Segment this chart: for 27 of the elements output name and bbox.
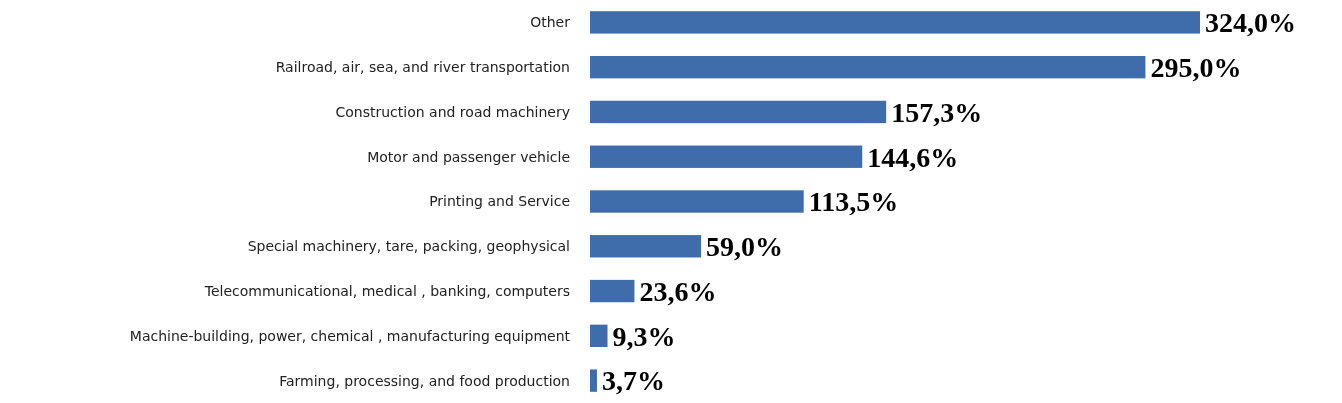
y-tick-label: Special machinery, tare, packing, geophysical — [247, 238, 570, 255]
y-tick-label: Machine-building, power, chemical , manufacturing equipment — [129, 327, 571, 344]
y-tick-label: Farming, processing, and food production — [279, 372, 570, 389]
bar — [590, 145, 863, 168]
data-label: 157,3% — [891, 96, 983, 128]
bar — [590, 190, 804, 213]
data-label: 9,3% — [612, 320, 676, 352]
data-label: 144,6% — [867, 141, 959, 173]
data-label: 23,6% — [639, 275, 717, 307]
data-label: 324,0% — [1205, 7, 1296, 39]
y-tick-label: Telecommunicational, medical , banking, computers — [203, 282, 570, 299]
bar — [590, 369, 597, 392]
bar — [590, 55, 1146, 79]
y-tick-label: Railroad, air, sea, and river transportation — [275, 59, 570, 76]
bar — [590, 235, 702, 258]
bar — [590, 100, 887, 124]
bar — [590, 279, 635, 303]
data-label: 59,0% — [706, 231, 784, 263]
y-tick-label: Construction and road machinery — [335, 103, 570, 120]
bar — [590, 11, 1200, 34]
y-tick-label: Other — [530, 14, 571, 31]
bar — [590, 324, 608, 348]
y-tick-label: Printing and Service — [429, 193, 570, 210]
y-tick-label: Motor and passenger vehicle — [367, 148, 570, 165]
data-label: 295,0% — [1150, 51, 1242, 83]
data-label: 113,5% — [808, 186, 899, 218]
data-label: 3,7% — [601, 365, 665, 397]
